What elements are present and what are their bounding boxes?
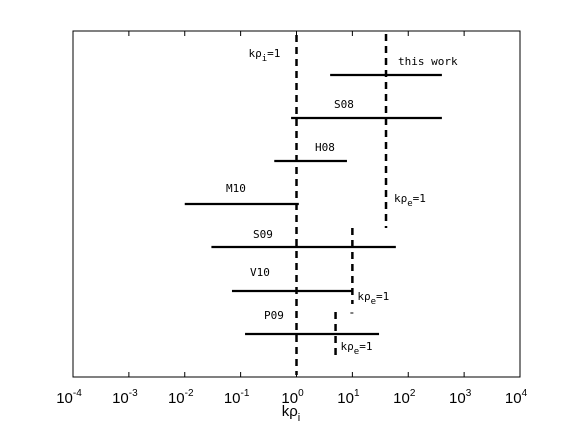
x-tick-label: 100 [281,388,304,407]
x-axis-ticks: 10-4 10-3 10-2 10-1 100 101 102 103 104 [56,31,528,407]
range-label: S08 [334,98,354,111]
kpe-1-label-a: kρe=1 [394,192,426,209]
range-label: M10 [226,182,246,195]
range-label: H08 [315,141,335,154]
x-tick-label: 10-1 [224,388,250,407]
range-label: V10 [250,266,270,279]
x-tick-label: 104 [505,388,528,407]
range-bars: this work S08 H08 M10 S09 V10 P09 [184,55,458,336]
x-tick-label: 103 [449,388,472,407]
kpe-1-label-c: kρe=1 [341,340,373,357]
x-tick-label: 101 [337,388,360,407]
x-tick-label: 102 [393,388,416,407]
range-label: S09 [253,228,273,241]
kpi-1-label: kρi=1 [249,47,281,64]
x-tick-label: 10-4 [56,388,82,407]
range-label: P09 [264,309,284,322]
kpe-1-label-b: kρe=1 [357,290,389,307]
x-tick-label: 10-2 [168,388,194,407]
x-tick-label: 10-3 [112,388,138,407]
x-axis-label: kρi [282,403,301,424]
range-label: this work [398,55,458,68]
